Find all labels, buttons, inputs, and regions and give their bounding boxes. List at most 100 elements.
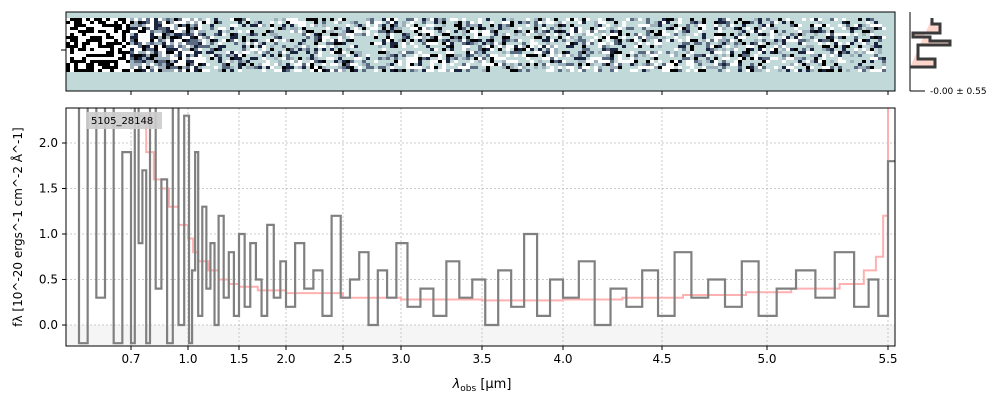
2d-pixel: [454, 57, 458, 60]
2d-pixel: [270, 24, 274, 27]
2d-pixel: [86, 30, 90, 33]
2d-pixel: [570, 45, 574, 48]
2d-pixel: [174, 39, 178, 42]
2d-pixel: [350, 39, 354, 42]
2d-pixel: [110, 21, 114, 24]
2d-pixel: [470, 27, 474, 30]
2d-pixel: [822, 39, 826, 42]
2d-pixel: [142, 39, 146, 42]
2d-pixel: [190, 63, 194, 66]
2d-pixel: [302, 42, 306, 45]
2d-pixel: [190, 39, 194, 42]
2d-pixel: [134, 57, 138, 60]
2d-pixel: [106, 45, 110, 48]
2d-pixel: [738, 36, 742, 39]
2d-pixel: [462, 48, 466, 51]
2d-pixel: [822, 48, 826, 51]
2d-pixel: [658, 24, 662, 27]
2d-pixel: [102, 48, 106, 51]
2d-pixel: [818, 39, 822, 42]
2d-pixel: [842, 48, 846, 51]
2d-pixel: [198, 60, 202, 63]
2d-pixel: [546, 18, 550, 21]
2d-pixel: [374, 27, 378, 30]
2d-pixel: [70, 24, 74, 27]
2d-pixel: [874, 45, 878, 48]
2d-pixel: [178, 63, 182, 66]
2d-pixel: [158, 39, 162, 42]
2d-pixel: [78, 36, 82, 39]
2d-pixel: [466, 69, 470, 72]
2d-pixel: [74, 66, 78, 69]
2d-pixel: [134, 51, 138, 54]
2d-pixel: [94, 45, 98, 48]
2d-pixel: [478, 54, 482, 57]
2d-pixel: [638, 36, 642, 39]
2d-pixel: [146, 18, 150, 21]
2d-pixel: [482, 60, 486, 63]
2d-pixel: [86, 21, 90, 24]
2d-pixel: [582, 51, 586, 54]
2d-pixel: [594, 36, 598, 39]
2d-pixel: [818, 21, 822, 24]
2d-pixel: [186, 21, 190, 24]
2d-pixel: [630, 63, 634, 66]
2d-pixel: [226, 63, 230, 66]
2d-pixel: [506, 21, 510, 24]
2d-pixel: [702, 39, 706, 42]
2d-pixel: [678, 18, 682, 21]
2d-pixel: [174, 66, 178, 69]
2d-pixel: [618, 66, 622, 69]
2d-pixel: [666, 63, 670, 66]
2d-pixel: [574, 27, 578, 30]
2d-pixel: [818, 42, 822, 45]
2d-pixel: [250, 30, 254, 33]
2d-pixel: [434, 54, 438, 57]
2d-pixel: [182, 54, 186, 57]
2d-pixel: [558, 33, 562, 36]
2d-pixel: [162, 39, 166, 42]
2d-pixel: [470, 42, 474, 45]
2d-pixel: [242, 45, 246, 48]
2d-pixel: [878, 24, 882, 27]
2d-pixel: [466, 21, 470, 24]
2d-pixel: [846, 42, 850, 45]
2d-pixel: [134, 33, 138, 36]
2d-pixel: [666, 27, 670, 30]
2d-pixel: [878, 45, 882, 48]
2d-pixel: [218, 30, 222, 33]
2d-pixel: [806, 63, 810, 66]
2d-pixel: [686, 39, 690, 42]
2d-pixel: [354, 57, 358, 60]
2d-pixel: [690, 39, 694, 42]
2d-pixel: [770, 48, 774, 51]
2d-pixel: [726, 57, 730, 60]
2d-pixel: [674, 33, 678, 36]
2d-pixel: [850, 27, 854, 30]
2d-pixel: [538, 45, 542, 48]
2d-pixel: [82, 45, 86, 48]
2d-pixel: [402, 24, 406, 27]
2d-pixel: [782, 66, 786, 69]
2d-pixel: [610, 48, 614, 51]
2d-pixel: [270, 45, 274, 48]
2d-pixel: [94, 21, 98, 24]
2d-pixel: [574, 39, 578, 42]
2d-pixel: [418, 33, 422, 36]
2d-pixel: [114, 51, 118, 54]
2d-pixel: [290, 60, 294, 63]
2d-pixel: [854, 48, 858, 51]
2d-pixel: [822, 63, 826, 66]
2d-pixel: [278, 27, 282, 30]
2d-pixel: [830, 36, 834, 39]
2d-pixel: [158, 18, 162, 21]
2d-pixel: [658, 21, 662, 24]
2d-pixel: [406, 66, 410, 69]
2d-pixel: [726, 42, 730, 45]
2d-pixel: [526, 33, 530, 36]
2d-pixel: [630, 69, 634, 72]
2d-pixel: [670, 27, 674, 30]
2d-pixel: [130, 60, 134, 63]
2d-pixel: [662, 30, 666, 33]
2d-pixel: [882, 60, 886, 63]
